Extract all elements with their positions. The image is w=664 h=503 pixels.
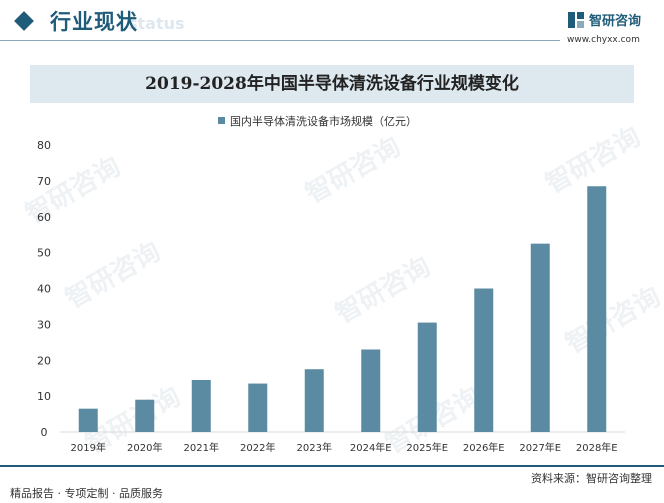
bar <box>587 186 607 432</box>
bar <box>135 399 155 432</box>
x-category-label: 2022年 <box>240 441 275 454</box>
chart-title: 2019-2028年中国半导体清洗设备行业规模变化 <box>145 74 519 94</box>
legend-label: 国内半导体清洗设备市场规模（亿元） <box>230 114 417 128</box>
x-category-label: 2025年E <box>406 441 448 454</box>
source-note: 资料来源：智研咨询整理 <box>531 472 652 485</box>
bar <box>474 288 494 432</box>
y-tick-label: 0 <box>41 426 48 439</box>
brand-name: 智研咨询 <box>589 14 642 29</box>
x-category-label: 2028年E <box>576 441 618 454</box>
header-watermark: status <box>128 14 185 33</box>
diamond-icon <box>14 11 34 31</box>
x-category-label: 2021年 <box>184 441 219 454</box>
footer-divider <box>0 465 664 467</box>
bar <box>304 369 324 432</box>
y-tick-label: 60 <box>37 211 51 224</box>
bar <box>191 379 211 432</box>
y-tick-label: 70 <box>37 175 51 188</box>
bar-chart: 国内半导体清洗设备市场规模（亿元） 0 10 20 30 40 50 60 70 80 2019年 2… <box>37 114 625 454</box>
chart-title-band: 2019-2028年中国半导体清洗设备行业规模变化 <box>30 65 634 103</box>
y-tick-label: 80 <box>37 139 51 152</box>
header: status 行业现状 <box>0 0 664 48</box>
x-category-label: 2026年E <box>463 441 505 454</box>
y-tick-label: 40 <box>37 283 51 296</box>
bar <box>248 383 268 432</box>
bar <box>417 322 437 432</box>
y-tick-label: 10 <box>37 390 51 403</box>
bar <box>361 349 381 432</box>
brand-logo-icon <box>568 12 584 28</box>
x-category-label: 2024年E <box>350 441 392 454</box>
header-divider <box>0 40 560 41</box>
footer-tagline: 精品报告 · 专项定制 · 品质服务 <box>10 487 163 500</box>
y-tick-label: 30 <box>37 318 51 331</box>
y-tick-label: 50 <box>37 247 51 260</box>
x-category-label: 2019年 <box>71 441 106 454</box>
x-category-label: 2027年E <box>519 441 561 454</box>
y-tick-label: 20 <box>37 354 51 367</box>
brand-url: www.chyxx.com <box>567 35 640 45</box>
x-category-label: 2020年 <box>127 441 162 454</box>
section-title: 行业现状 <box>50 10 138 34</box>
x-category-label: 2023年 <box>297 441 332 454</box>
legend-swatch <box>218 117 225 124</box>
bar <box>78 408 98 432</box>
bar <box>530 243 550 432</box>
brand-logo-block: 智研咨询 www.chyxx.com <box>567 8 659 46</box>
